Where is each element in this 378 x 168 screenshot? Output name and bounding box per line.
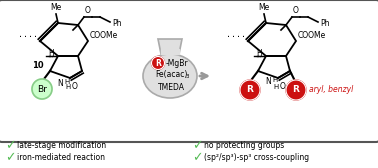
Text: H: H bbox=[64, 78, 69, 85]
Text: N: N bbox=[265, 77, 271, 87]
Text: (sp²/sp³)-sp³ cross-coupling: (sp²/sp³)-sp³ cross-coupling bbox=[204, 154, 309, 162]
Text: ✓: ✓ bbox=[5, 152, 15, 164]
Text: N: N bbox=[57, 78, 63, 88]
Text: H: H bbox=[273, 84, 279, 90]
Text: O: O bbox=[72, 82, 78, 91]
Text: no protecting groups: no protecting groups bbox=[204, 141, 284, 151]
Text: late-stage modification: late-stage modification bbox=[17, 141, 106, 151]
Text: ✓: ✓ bbox=[5, 139, 15, 153]
Text: COOMe: COOMe bbox=[298, 32, 326, 40]
Text: O: O bbox=[293, 6, 299, 15]
Text: Ph: Ph bbox=[112, 18, 121, 28]
Text: H: H bbox=[65, 84, 71, 90]
Text: TMEDA: TMEDA bbox=[158, 82, 184, 92]
Text: R: R bbox=[155, 58, 161, 68]
Text: 10: 10 bbox=[33, 61, 44, 71]
Text: ....: .... bbox=[18, 30, 38, 39]
Polygon shape bbox=[158, 39, 182, 54]
FancyBboxPatch shape bbox=[0, 0, 378, 142]
Text: Fe(acac): Fe(acac) bbox=[155, 71, 187, 79]
Text: Me: Me bbox=[50, 3, 62, 12]
Text: ....: .... bbox=[226, 30, 246, 39]
Text: O: O bbox=[85, 6, 91, 15]
Text: O: O bbox=[280, 82, 286, 91]
Text: H: H bbox=[272, 77, 277, 83]
Text: -MgBr: -MgBr bbox=[166, 58, 189, 68]
Text: R: R bbox=[293, 86, 299, 94]
Text: COOMe: COOMe bbox=[90, 32, 118, 40]
Text: ✓: ✓ bbox=[192, 139, 203, 153]
Text: 3: 3 bbox=[186, 74, 189, 79]
Text: aryl, benzyl: aryl, benzyl bbox=[309, 86, 353, 94]
Text: Ph: Ph bbox=[320, 18, 330, 28]
Text: ✓: ✓ bbox=[192, 152, 203, 164]
Circle shape bbox=[152, 56, 164, 70]
Circle shape bbox=[240, 80, 260, 100]
Text: R: R bbox=[246, 86, 253, 94]
Text: Me: Me bbox=[259, 3, 270, 12]
Circle shape bbox=[32, 79, 52, 99]
Text: H: H bbox=[48, 50, 54, 58]
Ellipse shape bbox=[143, 54, 197, 98]
Text: H: H bbox=[256, 50, 262, 58]
Text: iron-mediated reaction: iron-mediated reaction bbox=[17, 154, 105, 162]
Text: Br: Br bbox=[37, 85, 47, 94]
Circle shape bbox=[286, 80, 306, 100]
